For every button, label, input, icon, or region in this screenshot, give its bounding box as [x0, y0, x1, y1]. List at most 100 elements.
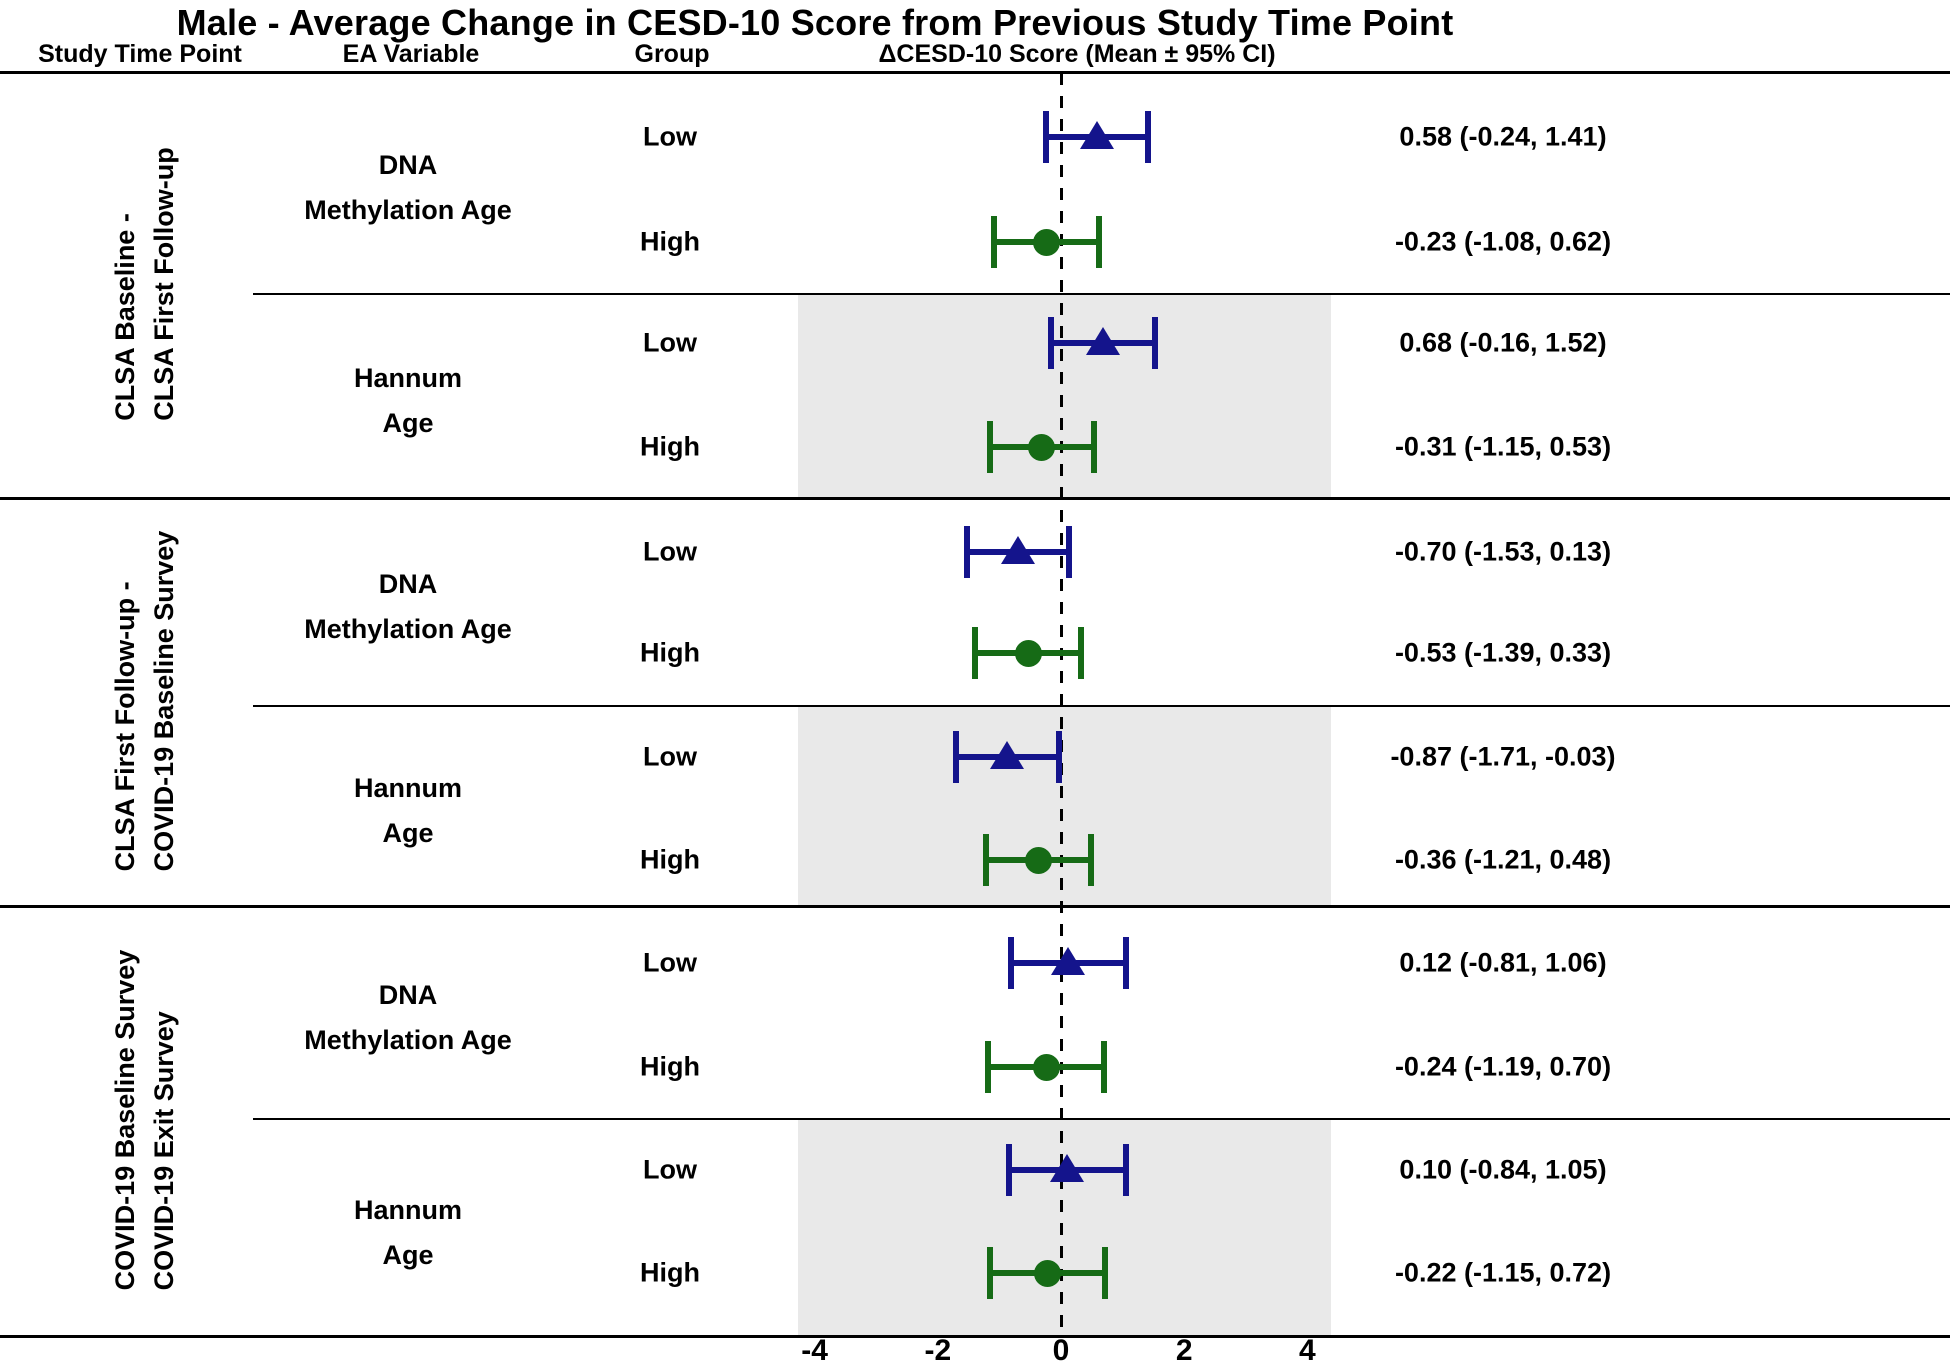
ci-cap-right	[1144, 111, 1151, 163]
ci-cap-left	[963, 526, 970, 578]
column-header-study-time-point: Study Time Point	[38, 40, 242, 68]
ea-variable-line: Hannum	[354, 1194, 462, 1225]
ci-cap-right	[1096, 216, 1103, 268]
ea-variable-label: DNA Methylation Age	[304, 973, 512, 1063]
section-label-line: COVID-19 Exit Survey	[149, 1011, 179, 1291]
section-divider	[0, 905, 1950, 908]
marker-triangle	[1051, 947, 1086, 975]
ea-variable-line: Hannum	[354, 773, 462, 803]
marker-circle	[1028, 433, 1056, 461]
ea-variable-label: DNA Methylation Age	[304, 143, 512, 233]
section-label-line: CLSA Baseline -	[110, 213, 140, 421]
ci-cap-left	[952, 731, 959, 783]
ea-variable-line: Age	[382, 818, 434, 848]
ea-variable-line: DNA	[378, 569, 438, 599]
section-label: COVID-19 Baseline Survey COVID-19 Exit Su…	[110, 950, 180, 1291]
sub-divider	[253, 705, 1950, 707]
ci-cap-right	[1087, 834, 1094, 886]
zero-line	[1060, 73, 1063, 1335]
ci-cap-left	[984, 1041, 991, 1093]
column-header-group: Group	[634, 40, 710, 68]
estimate-label: -0.70 (-1.53, 0.13)	[1394, 536, 1612, 567]
ea-variable-line: Hannum	[354, 363, 462, 393]
marker-triangle	[1085, 327, 1120, 355]
x-tick-label: 4	[1299, 1334, 1316, 1365]
group-label: Low	[643, 327, 697, 358]
group-label: Low	[643, 121, 697, 152]
marker-circle	[1033, 228, 1061, 256]
section-label-line: CLSA First Follow-up -	[110, 581, 140, 872]
estimate-label: 0.58 (-0.24, 1.41)	[1399, 121, 1607, 152]
ci-cap-left	[1048, 317, 1055, 369]
group-label: Low	[643, 741, 697, 772]
ci-cap-right	[1090, 421, 1097, 473]
marker-circle	[1014, 639, 1042, 667]
section-label-line: COVID-19 Baseline Survey	[110, 949, 140, 1291]
ci-cap-left	[1008, 937, 1015, 989]
group-label: High	[640, 431, 700, 462]
estimate-label: -0.31 (-1.15, 0.53)	[1394, 431, 1612, 462]
section-label-line: COVID-19 Baseline Survey	[149, 530, 179, 872]
ea-variable-line: DNA	[378, 150, 438, 180]
ci-cap-right	[1102, 1247, 1109, 1299]
x-tick-label: -4	[801, 1334, 828, 1365]
ea-variable-line: Methylation Age	[304, 1024, 512, 1055]
marker-circle	[1025, 846, 1053, 874]
ci-cap-right	[1123, 937, 1130, 989]
ea-variable-line: Methylation Age	[304, 195, 512, 225]
marker-triangle	[1000, 536, 1035, 564]
ci-cap-left	[1006, 1144, 1013, 1196]
marker-triangle	[1050, 1154, 1085, 1182]
marker-circle	[1033, 1259, 1061, 1287]
estimate-label: -0.23 (-1.08, 0.62)	[1394, 226, 1612, 257]
group-label: Low	[643, 947, 697, 978]
sub-divider	[253, 293, 1950, 295]
ea-variable-line: DNA	[378, 979, 438, 1010]
group-label: High	[640, 226, 700, 257]
section-label-line: CLSA First Follow-up	[149, 147, 179, 421]
ea-variable-label: Hannum Age	[354, 766, 462, 856]
marker-triangle	[990, 741, 1025, 769]
ci-cap-left	[987, 1247, 994, 1299]
ci-cap-left	[991, 216, 998, 268]
section-divider	[0, 497, 1950, 500]
ci-cap-right	[1101, 1041, 1108, 1093]
ci-cap-left	[1043, 111, 1050, 163]
marker-triangle	[1079, 121, 1114, 149]
ci-cap-right	[1151, 317, 1158, 369]
section-divider	[0, 1335, 1950, 1338]
column-header-ea-variable: EA Variable	[342, 40, 480, 68]
ea-variable-label: Hannum Age	[354, 1188, 462, 1278]
group-label: Low	[643, 1154, 697, 1185]
estimate-label: 0.68 (-0.16, 1.52)	[1399, 327, 1607, 358]
group-label: High	[640, 1051, 700, 1082]
estimate-label: -0.87 (-1.71, -0.03)	[1390, 741, 1616, 772]
section-label: CLSA Baseline - CLSA First Follow-up	[110, 147, 180, 420]
estimate-label: -0.22 (-1.15, 0.72)	[1394, 1257, 1612, 1288]
ea-variable-line: Age	[382, 408, 434, 438]
ci-cap-left	[987, 421, 994, 473]
header-divider	[0, 71, 1950, 74]
estimate-label: 0.12 (-0.81, 1.06)	[1399, 947, 1607, 978]
ci-cap-right	[1066, 526, 1072, 578]
x-tick-label: 0	[1052, 1334, 1070, 1365]
ci-cap-left	[983, 834, 990, 886]
ea-variable-label: DNA Methylation Age	[304, 562, 512, 652]
x-tick-label: 2	[1175, 1334, 1193, 1365]
ci-cap-right	[1078, 627, 1085, 679]
section-label: CLSA First Follow-up - COVID-19 Baseline …	[110, 531, 180, 872]
group-label: High	[640, 1257, 700, 1288]
shaded-band	[798, 293, 1331, 497]
chart-title: Male - Average Change in CESD-10 Score f…	[176, 2, 1454, 43]
estimate-label: 0.10 (-0.84, 1.05)	[1399, 1154, 1607, 1185]
estimate-label: -0.53 (-1.39, 0.33)	[1394, 637, 1612, 668]
marker-circle	[1032, 1053, 1060, 1081]
ea-variable-line: Age	[382, 1239, 434, 1270]
group-label: Low	[643, 536, 697, 567]
x-tick-label: -2	[924, 1334, 952, 1365]
sub-divider	[253, 1118, 1950, 1120]
ea-variable-label: Hannum Age	[354, 356, 462, 446]
ci-cap-right	[1056, 731, 1063, 783]
group-label: High	[640, 637, 700, 668]
